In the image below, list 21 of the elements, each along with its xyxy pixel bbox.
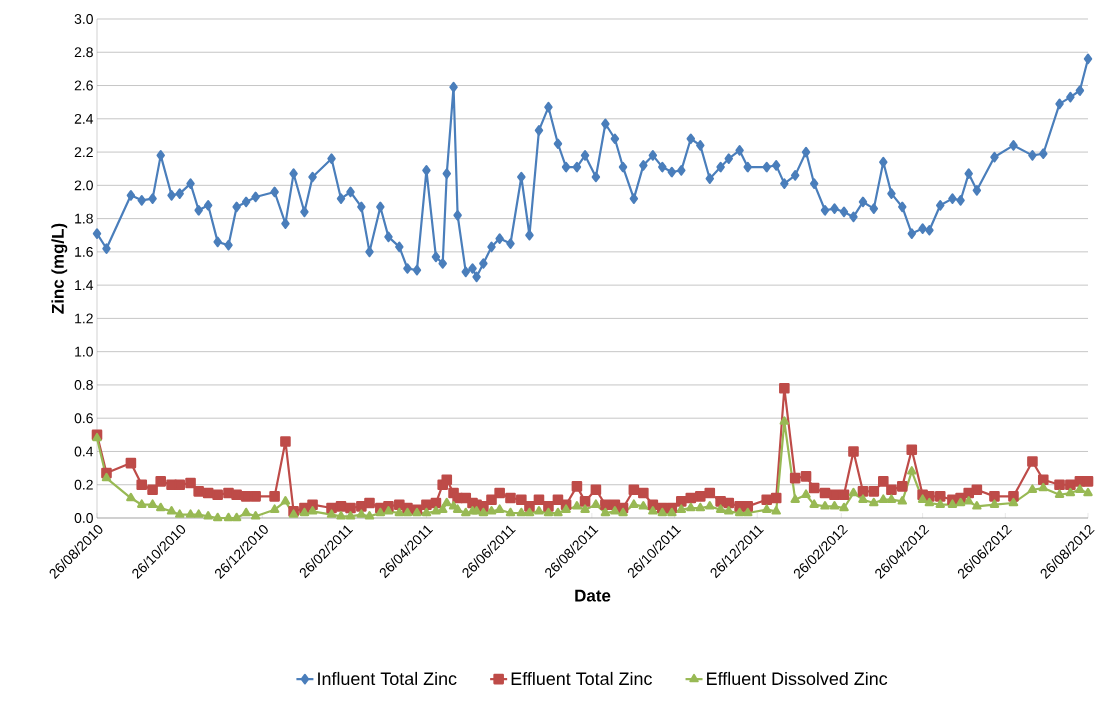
- y-tick-label: 0.6: [74, 413, 93, 424]
- y-tick-label: 2.0: [74, 180, 93, 191]
- y-tick-label: 1.2: [75, 313, 93, 324]
- y-tick-label: 0.4: [74, 446, 94, 457]
- y-tick-label: 0.2: [74, 479, 93, 490]
- y-tick-label: 2.8: [74, 47, 93, 58]
- legend-label: Influent Total Zinc: [318, 671, 457, 686]
- y-tick-label: 1.4: [75, 280, 94, 290]
- y-tick-label: 2.2: [74, 147, 93, 157]
- y-tick-label: 0.8: [74, 379, 93, 390]
- y-tick-label: 1.8: [75, 213, 93, 224]
- x-axis-title: Date: [575, 589, 611, 602]
- y-tick-label: 2.6: [74, 80, 93, 91]
- y-tick-label: 3.0: [74, 14, 93, 24]
- legend-label: Effluent Total Zinc: [511, 671, 652, 686]
- y-tick-label: 0.0: [74, 513, 93, 523]
- y-tick-label: 1.0: [75, 346, 93, 357]
- y-axis-title: Zinc (mg/L): [51, 223, 68, 314]
- legend-label: Effluent Dissolved Zinc: [707, 671, 888, 686]
- y-tick-label: 2.4: [74, 113, 94, 124]
- y-tick-label: 1.6: [75, 246, 93, 257]
